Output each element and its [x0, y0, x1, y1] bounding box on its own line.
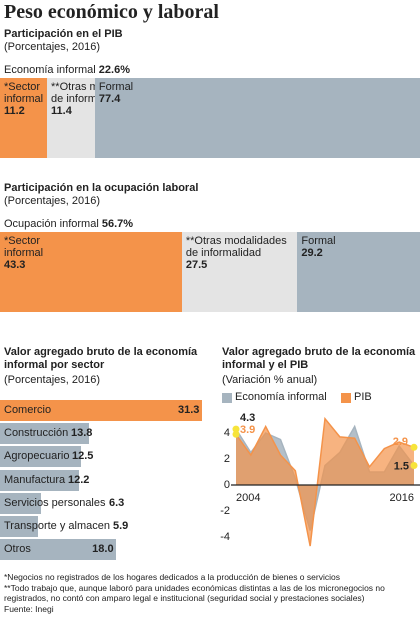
bar-label: Manufactura: [4, 473, 66, 486]
annotation-value: 56.7%: [101, 218, 134, 230]
chart-subtitle: (Porcentajes, 2016): [4, 195, 100, 207]
value-label: 5.9: [113, 520, 129, 532]
source: Fuente: Inegi: [4, 603, 54, 614]
segment-label: *Sector informal 11.2: [4, 81, 59, 117]
value-label: 12.5: [72, 450, 94, 463]
bar-segment: [0, 232, 182, 312]
bar: [0, 423, 90, 445]
legend-label: PIB: [354, 391, 372, 403]
segment-value: 43.3: [4, 259, 26, 271]
segment-value: 77.4: [98, 93, 121, 105]
value-label: 18.0: [92, 543, 114, 556]
chart-subtitle: (Variación % anual): [222, 374, 318, 386]
x-tick-label: 2004: [236, 492, 260, 504]
endpoint-dot: [232, 430, 240, 438]
segment-value: 27.5: [185, 259, 208, 271]
legend-label: Economía informal: [235, 391, 327, 403]
annotation-value: 22.6%: [98, 64, 130, 76]
segment-label: Formal 29.2: [301, 235, 420, 259]
bar-segment: [0, 78, 48, 158]
endpoint-dot: [232, 425, 240, 433]
bar-label: Construcción: [4, 427, 69, 440]
bar-label: Transporte y almacen: [4, 520, 110, 532]
endpoint-dot: [410, 462, 418, 469]
x-tick-label: 2016: [390, 492, 414, 504]
bar-label: Otros: [4, 543, 31, 556]
endpoint-dot: [410, 443, 418, 451]
bar-label: Servicios personales: [4, 496, 106, 509]
y-tick-label: 2: [224, 453, 230, 465]
chart-subtitle: (Porcentajes, 2016): [4, 374, 100, 386]
value-label: 13.8: [71, 427, 93, 440]
bar-segment: [297, 232, 420, 312]
bar: [0, 446, 81, 468]
chart-subtitle: (Porcentajes, 2016): [4, 41, 100, 53]
segment-value: 11.4: [51, 105, 72, 117]
segment-value: 29.2: [301, 247, 323, 259]
value-label: 1.5: [394, 460, 409, 472]
value-label: 6.3: [109, 496, 125, 509]
y-tick-label: -4: [220, 531, 230, 543]
value-label: 12.2: [68, 473, 90, 486]
annotation-text: Ocupación informal: [4, 218, 99, 230]
area-fill: [236, 418, 414, 547]
chart-title: Valor agregado bruto de la economía info…: [222, 346, 416, 371]
y-tick-label: 0: [224, 479, 230, 491]
segment-value: 11.2: [4, 105, 25, 117]
chart-title: Participación en el PIB: [4, 28, 123, 40]
value-label: 3.9: [240, 424, 255, 436]
bar-label: Comercio: [4, 404, 52, 416]
segment-name: Formal: [98, 81, 134, 93]
footnote: **Todo trabajo que, aunque laboró para u…: [4, 582, 385, 604]
bar-segment: [181, 232, 298, 312]
line-chart: -4 -2 0 2 4 2004 2016 4.3 1.5 3.9 2.9: [220, 412, 420, 547]
chart-title: Participación en la ocupación laboral: [4, 182, 199, 194]
segment-label: Formal 77.4: [99, 81, 249, 105]
segment-name: *Sector informal: [4, 81, 44, 105]
segment-label: *Sector informal 43.3: [4, 235, 59, 271]
footnotes: *Negocios no registrados de los hogares …: [4, 572, 418, 614]
footnote: *Negocios no registrados de los hogares …: [4, 572, 340, 582]
bar-segment: [94, 78, 420, 158]
annotation: Economía informal 22.6%: [4, 64, 130, 77]
segment-name: *Sector informal: [4, 235, 44, 259]
y-tick-label: -2: [220, 505, 230, 517]
bar-label: Agropecuario: [4, 450, 70, 463]
bar: [0, 492, 41, 514]
bar: [0, 539, 117, 561]
value-label: 31.3: [178, 404, 200, 416]
annotation-text: Economía informal: [4, 64, 96, 76]
value-label: 2.9: [393, 436, 408, 448]
legend-swatch: [341, 393, 351, 403]
page-title: Peso económico y laboral: [4, 1, 219, 23]
bar: [0, 516, 39, 537]
bar: [0, 400, 202, 421]
segment-name: Formal: [301, 235, 336, 247]
legend-swatch: [222, 393, 232, 403]
chart-title: Valor agregado bruto de la economía info…: [4, 346, 198, 371]
segment-name: **Otras modalidades de informalidad: [185, 235, 287, 259]
annotation: Ocupación informal 56.7%: [4, 218, 133, 231]
series-line: [235, 416, 415, 547]
value-label: 4.3: [240, 412, 255, 424]
y-tick-label: 4: [224, 427, 230, 439]
bar-segment: [47, 78, 95, 158]
segment-label: **Otras modalidades de informalidad 27.5: [186, 235, 301, 271]
bar: [0, 469, 79, 491]
